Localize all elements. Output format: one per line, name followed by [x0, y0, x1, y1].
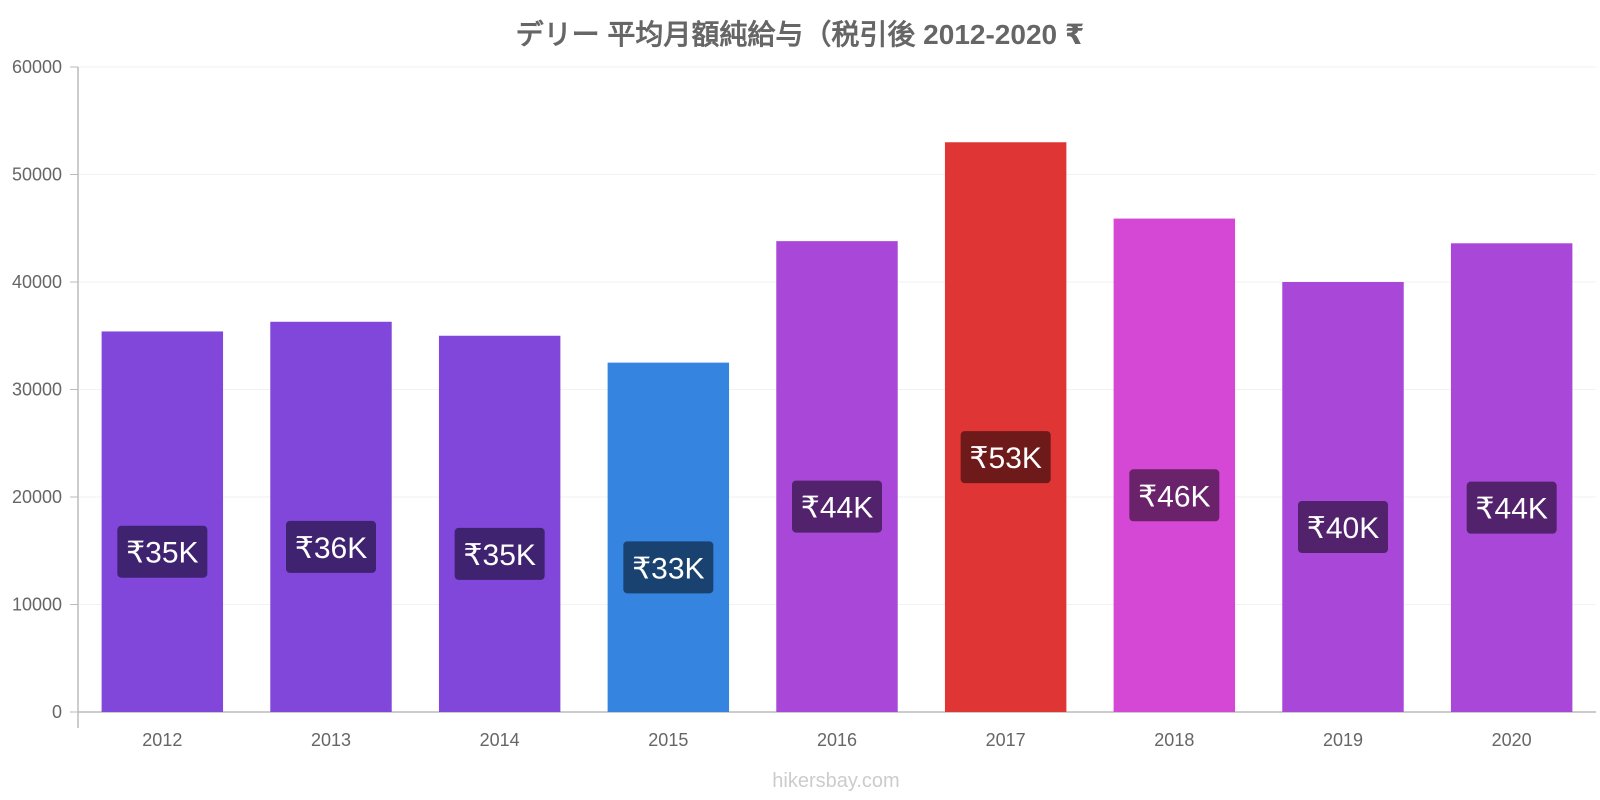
- value-label-2017: ₹53K: [969, 442, 1041, 475]
- y-tick-label: 60000: [12, 57, 62, 77]
- value-label-2016: ₹44K: [801, 492, 873, 525]
- x-tick-label: 2018: [1154, 730, 1194, 750]
- value-label-background: [1466, 481, 1557, 534]
- y-tick-label: 30000: [12, 380, 62, 400]
- bar-2014: [438, 335, 561, 712]
- value-label-background: [960, 431, 1051, 484]
- x-tick-label: 2015: [648, 730, 688, 750]
- bar-2018: [1113, 218, 1236, 712]
- value-label-background: [1298, 501, 1388, 553]
- x-tick-label: 2017: [986, 730, 1026, 750]
- y-tick-label: 0: [52, 702, 62, 722]
- value-labels: ₹35K ₹36K ₹35K ₹33K ₹44K ₹53K ₹46K ₹40K ₹44K: [117, 431, 1557, 594]
- watermark-text: hikersbay.com: [772, 770, 899, 792]
- bar-2013: [270, 321, 392, 712]
- value-label-background: [117, 525, 208, 578]
- bar-2017: [944, 142, 1067, 712]
- value-label-2013: ₹36K: [295, 532, 367, 565]
- y-tick-label: 50000: [12, 165, 62, 185]
- x-axis-ticks: 2012 2013 2014 2015 2016 2017 2018 2019 2020: [142, 730, 1531, 750]
- value-label-background: [454, 527, 545, 580]
- x-tick-label: 2020: [1492, 730, 1532, 750]
- y-axis-ticks: 0 10000 20000 30000 40000 50000 60000: [12, 57, 78, 722]
- x-tick-label: 2012: [142, 730, 182, 750]
- value-label-background: [623, 541, 714, 594]
- chart-title: デリー 平均月額純給与（税引後 2012-2020 ₹: [516, 18, 1085, 50]
- y-tick-label: 20000: [12, 487, 62, 507]
- value-label-2020: ₹44K: [1475, 493, 1547, 526]
- bar-2016: [776, 241, 898, 712]
- bar-2020: [1450, 243, 1573, 713]
- bars: [101, 142, 1573, 713]
- bar-2015: [607, 362, 730, 712]
- value-label-2012: ₹35K: [126, 537, 198, 570]
- bar-2019: [1282, 282, 1404, 712]
- value-label-background: [286, 520, 376, 573]
- x-tick-label: 2014: [480, 730, 520, 750]
- value-label-2019: ₹40K: [1307, 512, 1379, 545]
- y-tick-label: 40000: [12, 272, 62, 292]
- value-label-background: [792, 480, 882, 533]
- value-label-2014: ₹35K: [463, 539, 535, 572]
- value-label-background: [1129, 469, 1220, 522]
- value-label-2018: ₹46K: [1138, 480, 1210, 513]
- x-tick-label: 2019: [1323, 730, 1363, 750]
- x-tick-label: 2016: [817, 730, 857, 750]
- y-tick-label: 10000: [12, 595, 62, 615]
- value-label-2015: ₹33K: [632, 552, 704, 585]
- bar-2012: [101, 331, 224, 712]
- x-tick-label: 2013: [311, 730, 351, 750]
